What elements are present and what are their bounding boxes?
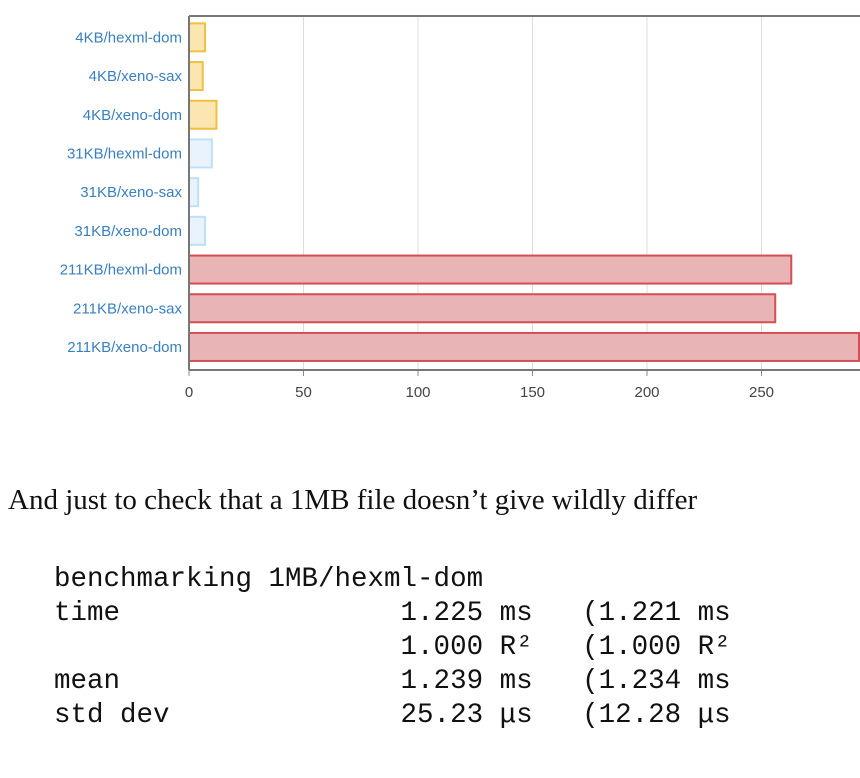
chart-bars (188, 22, 860, 362)
category-label: 31KB/xeno-sax (80, 184, 182, 201)
category-label: 31KB/hexml-dom (67, 145, 182, 162)
category-label: 4KB/xeno-sax (89, 68, 183, 85)
prose-paragraph: And just to check that a 1MB file doesn’… (8, 484, 698, 516)
x-tick-label: 100 (405, 384, 430, 401)
x-tick-label: 250 (749, 384, 774, 401)
bar-31kb-xeno-dom (188, 215, 207, 246)
bar-4kb-xeno-dom (188, 99, 218, 130)
code-line: mean 1.239 ms (1.234 ms (54, 666, 731, 697)
x-tick-label: 200 (634, 384, 659, 401)
x-tick-label: 0 (185, 384, 193, 401)
chart-category-labels: 4KB/hexml-dom 4KB/xeno-sax 4KB/xeno-dom 31K… (60, 29, 183, 356)
category-label: 4KB/hexml-dom (75, 29, 182, 46)
chart-axes (188, 15, 860, 376)
benchmark-output: benchmarking 1MB/hexml-dom time 1.225 ms … (54, 563, 731, 733)
bar-211kb-hexml-dom (188, 254, 793, 285)
chart-tick-labels: 0 50 100 150 200 250 (185, 384, 774, 401)
code-line: time 1.225 ms (1.221 ms (54, 598, 731, 629)
category-label: 211KB/xeno-dom (67, 339, 182, 356)
bar-4kb-hexml-dom (188, 22, 207, 53)
category-label: 31KB/xeno-dom (74, 223, 182, 240)
bar-211kb-xeno-dom (188, 331, 860, 362)
benchmark-bar-chart: 4KB/hexml-dom 4KB/xeno-sax 4KB/xeno-dom 31K… (60, 15, 860, 401)
code-line: 1.000 R² (1.000 R² (54, 632, 731, 663)
code-line: std dev 25.23 μs (12.28 μs (54, 700, 731, 731)
bar-31kb-hexml-dom (188, 138, 213, 169)
bar-211kb-xeno-sax (188, 293, 777, 324)
bar-31kb-xeno-sax (188, 177, 200, 208)
bar-4kb-xeno-sax (188, 61, 204, 92)
x-tick-label: 50 (295, 384, 312, 401)
x-tick-label: 150 (520, 384, 545, 401)
category-label: 211KB/hexml-dom (60, 262, 182, 279)
code-line: benchmarking 1MB/hexml-dom (54, 564, 484, 595)
category-label: 211KB/xeno-sax (73, 300, 182, 317)
category-label: 4KB/xeno-dom (83, 107, 182, 124)
